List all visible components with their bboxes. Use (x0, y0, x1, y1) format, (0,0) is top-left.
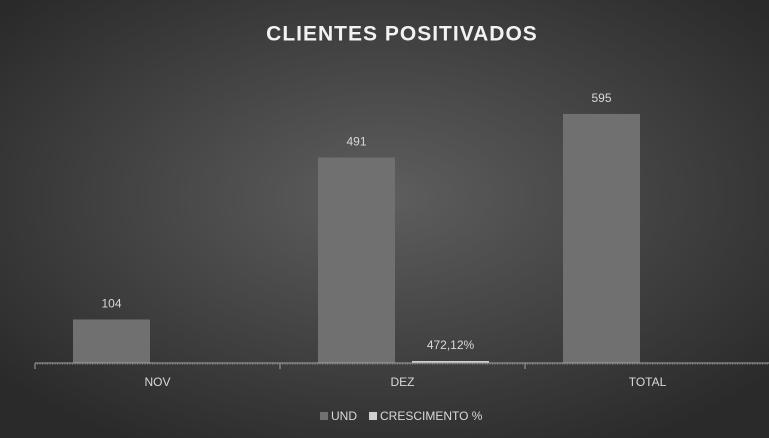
bar (412, 361, 489, 363)
legend-swatch (369, 412, 377, 420)
bar (318, 157, 395, 363)
data-label: 104 (101, 297, 121, 311)
x-tick-label: TOTAL (629, 375, 667, 389)
chart-title: CLIENTES POSITIVADOS (266, 23, 538, 46)
bar (73, 319, 150, 363)
x-tick-label: DEZ (391, 375, 415, 389)
legend-label: UND (331, 409, 357, 423)
data-label: 595 (591, 91, 611, 105)
legend-label: CRESCIMENTO % (380, 409, 483, 423)
legend-swatch (320, 412, 328, 420)
x-tick-label: NOV (144, 375, 170, 389)
data-label: 472,12% (427, 338, 475, 352)
data-label: 491 (346, 135, 366, 149)
bar (563, 113, 640, 363)
